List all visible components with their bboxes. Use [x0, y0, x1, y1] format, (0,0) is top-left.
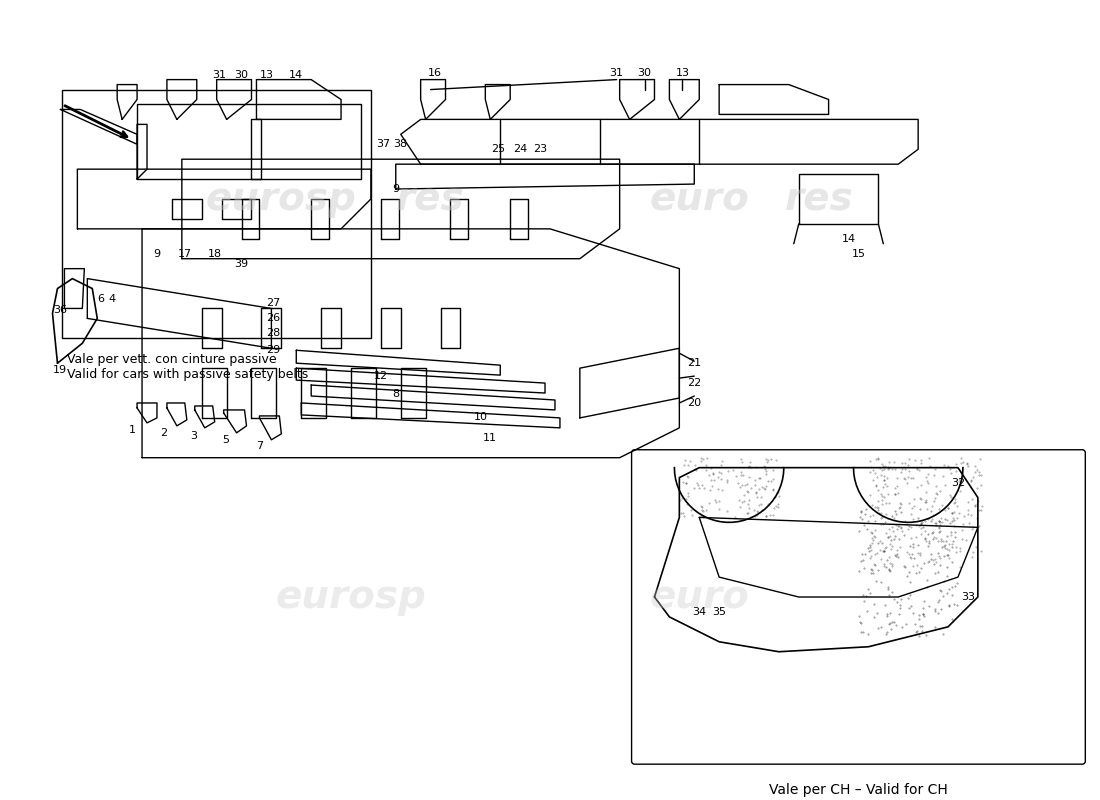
Text: 36: 36 [54, 306, 67, 315]
Text: res: res [396, 180, 465, 218]
Text: 18: 18 [208, 249, 222, 258]
Text: 1: 1 [129, 425, 135, 435]
Text: res: res [784, 180, 852, 218]
Text: 8: 8 [393, 389, 399, 399]
Text: 13: 13 [260, 70, 274, 80]
Text: eurosp: eurosp [206, 180, 356, 218]
Text: 10: 10 [473, 412, 487, 422]
Text: euro: euro [649, 180, 749, 218]
Text: Vale per CH – Valid for CH: Vale per CH – Valid for CH [769, 783, 948, 797]
Text: 9: 9 [393, 184, 399, 194]
Text: 24: 24 [513, 144, 527, 154]
Text: 35: 35 [712, 607, 726, 617]
Text: 31: 31 [609, 68, 624, 78]
Text: 17: 17 [178, 249, 191, 258]
Text: 29: 29 [266, 346, 280, 355]
Text: 23: 23 [534, 144, 547, 154]
Text: 13: 13 [675, 68, 690, 78]
Text: 7: 7 [256, 441, 263, 450]
Text: 9: 9 [153, 249, 161, 258]
Text: 30: 30 [234, 70, 249, 80]
Text: 3: 3 [190, 431, 197, 441]
Text: 21: 21 [688, 358, 702, 368]
Text: 5: 5 [222, 434, 229, 445]
Text: Vale per vett. con cinture passive: Vale per vett. con cinture passive [67, 354, 277, 366]
Text: 16: 16 [428, 68, 441, 78]
Text: 12: 12 [374, 371, 388, 381]
Text: 31: 31 [212, 70, 227, 80]
Text: 26: 26 [266, 314, 280, 323]
Text: 34: 34 [692, 607, 706, 617]
Text: 28: 28 [266, 328, 280, 338]
Text: 19: 19 [53, 365, 66, 375]
Text: 20: 20 [688, 398, 702, 408]
Text: eurosp: eurosp [276, 578, 427, 616]
Text: 14: 14 [289, 70, 304, 80]
Text: 33: 33 [961, 592, 975, 602]
Text: 30: 30 [638, 68, 651, 78]
Text: 6: 6 [97, 294, 103, 303]
Text: 37: 37 [376, 139, 389, 150]
Text: Valid for cars with passive satety belts: Valid for cars with passive satety belts [67, 368, 309, 381]
Text: 14: 14 [842, 234, 856, 244]
Text: 25: 25 [492, 144, 505, 154]
Bar [63, 90, 371, 338]
Text: 39: 39 [234, 258, 249, 269]
Text: 11: 11 [483, 433, 497, 443]
Text: 15: 15 [851, 249, 866, 258]
Text: 2: 2 [161, 428, 167, 438]
Text: 27: 27 [266, 298, 280, 309]
Text: 22: 22 [688, 378, 702, 388]
Text: 38: 38 [394, 139, 408, 150]
Text: euro: euro [649, 578, 749, 616]
Text: 4: 4 [109, 294, 116, 303]
Text: 32: 32 [950, 478, 965, 487]
